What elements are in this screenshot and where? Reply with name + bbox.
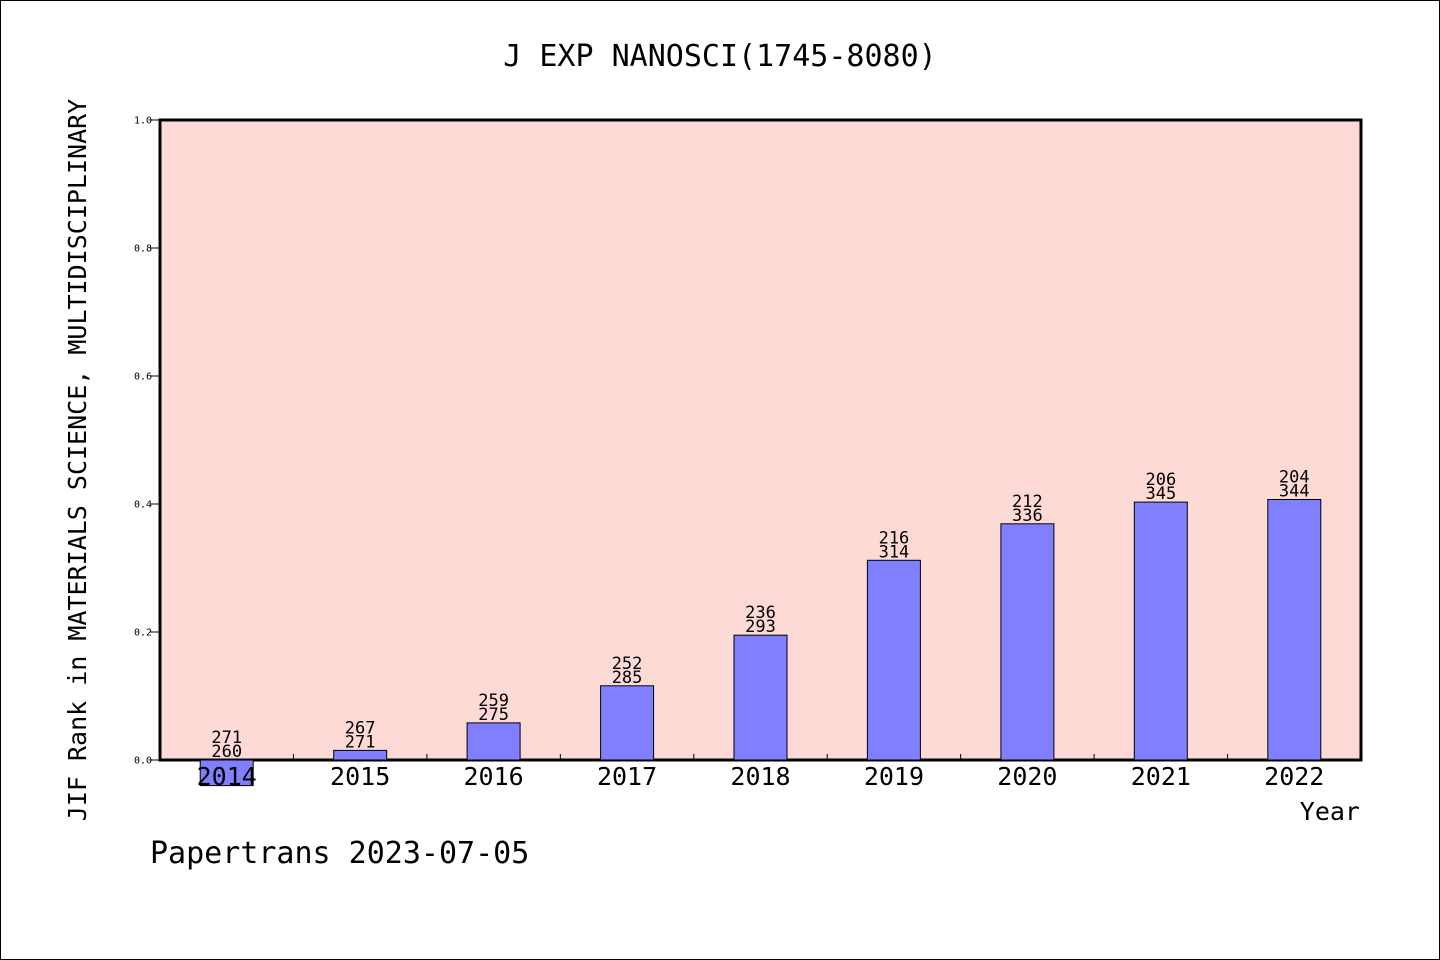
- y-tick-label-0.6: 0.6: [134, 372, 152, 383]
- rank-label-bottom-2020: 336: [1012, 506, 1043, 526]
- rank-label-bottom-2016: 275: [478, 705, 509, 725]
- x-axis-label: Year: [1300, 797, 1360, 826]
- x-tick-label-2018: 2018: [730, 762, 790, 791]
- y-tick-label-0.0: 0.0: [134, 756, 152, 767]
- bars-group: [199, 499, 1322, 787]
- rank-label-bottom-2019: 314: [879, 542, 910, 562]
- rank-label-top-2014: 271: [211, 728, 242, 748]
- credit-text: Papertrans 2023-07-05: [150, 836, 529, 871]
- x-tick-label-2022: 2022: [1264, 762, 1324, 791]
- bar-2017: [600, 685, 655, 761]
- y-axis-label: JIF Rank in MATERIALS SCIENCE, MULTIDISC…: [63, 99, 92, 821]
- bar-2014: [199, 759, 254, 787]
- y-tick-label-0.2: 0.2: [134, 628, 152, 639]
- y-tick-label-0.4: 0.4: [134, 500, 152, 511]
- x-tick-label-2019: 2019: [864, 762, 924, 791]
- rank-label-bottom-2021: 345: [1145, 484, 1176, 504]
- y-ticks-group: 0.0 0.2 0.4 0.6 0.8 1.0: [134, 116, 160, 767]
- y-tick-label-0.8: 0.8: [134, 244, 152, 255]
- rank-label-top-2021: 206: [1145, 470, 1176, 490]
- bar-2015: [333, 749, 388, 761]
- x-tick-label-2017: 2017: [597, 762, 657, 791]
- x-tick-label-2016: 2016: [464, 762, 524, 791]
- rank-label-bottom-2014: 260: [211, 742, 242, 762]
- rank-label-top-2020: 212: [1012, 492, 1043, 512]
- x-ticks-group: 2014 2015 2016 2017 2018 2019 2020 2021 2022: [197, 754, 1324, 791]
- rank-label-top-2015: 267: [345, 718, 376, 738]
- x-tick-label-2015: 2015: [330, 762, 390, 791]
- x-tick-label-2020: 2020: [997, 762, 1057, 791]
- rank-label-bottom-2015: 271: [345, 732, 376, 752]
- bar-2021: [1133, 501, 1188, 761]
- rank-label-bottom-2017: 285: [612, 668, 643, 688]
- y-tick-label-1.0: 1.0: [134, 116, 152, 127]
- rank-label-top-2016: 259: [478, 691, 509, 711]
- bar-2016: [466, 722, 521, 761]
- rank-label-bottom-2018: 293: [745, 617, 776, 637]
- bar-2022: [1267, 499, 1322, 761]
- rank-label-top-2017: 252: [612, 654, 643, 674]
- x-tick-label-2021: 2021: [1131, 762, 1191, 791]
- bar-2018: [733, 634, 788, 761]
- bar-2020: [1000, 523, 1055, 761]
- rank-label-top-2019: 216: [879, 528, 910, 548]
- bar-2019: [866, 559, 921, 761]
- x-tick-label-2014: 2014: [197, 762, 257, 791]
- rank-label-top-2018: 236: [745, 603, 776, 623]
- chart-title: J EXP NANOSCI(1745-8080): [503, 39, 936, 74]
- rank-label-bottom-2022: 344: [1279, 482, 1310, 502]
- data-labels-group: 2712602672712592752522852362932163142123…: [211, 468, 1309, 763]
- rank-label-top-2022: 204: [1279, 468, 1310, 488]
